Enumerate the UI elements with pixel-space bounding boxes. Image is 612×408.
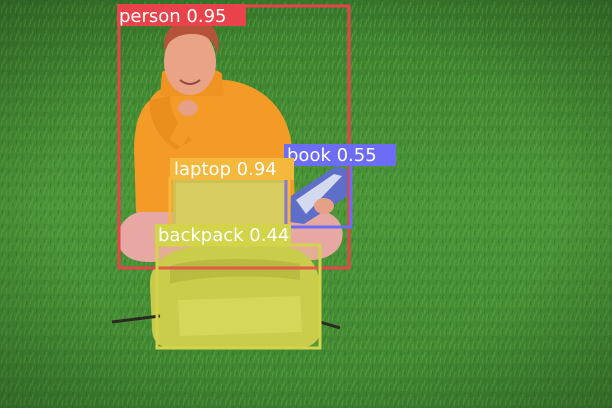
detection-person: person 0.95 — [117, 4, 351, 270]
label-backpack: backpack 0.44 — [158, 225, 289, 246]
label-bg-backpack — [155, 224, 291, 246]
laptop-object — [173, 180, 287, 232]
label-bg-laptop — [170, 158, 294, 180]
label-bg-person — [117, 4, 246, 26]
backpack-object — [111, 246, 341, 348]
label-person: person 0.95 — [119, 6, 227, 27]
label-bg-book — [284, 144, 396, 166]
detection-book: book 0.55 — [284, 144, 396, 229]
book-object — [290, 166, 350, 224]
bbox-backpack — [155, 243, 322, 350]
label-book: book 0.55 — [287, 145, 377, 166]
detection-backpack: backpack 0.44 — [155, 224, 322, 350]
label-laptop: laptop 0.94 — [174, 159, 277, 180]
